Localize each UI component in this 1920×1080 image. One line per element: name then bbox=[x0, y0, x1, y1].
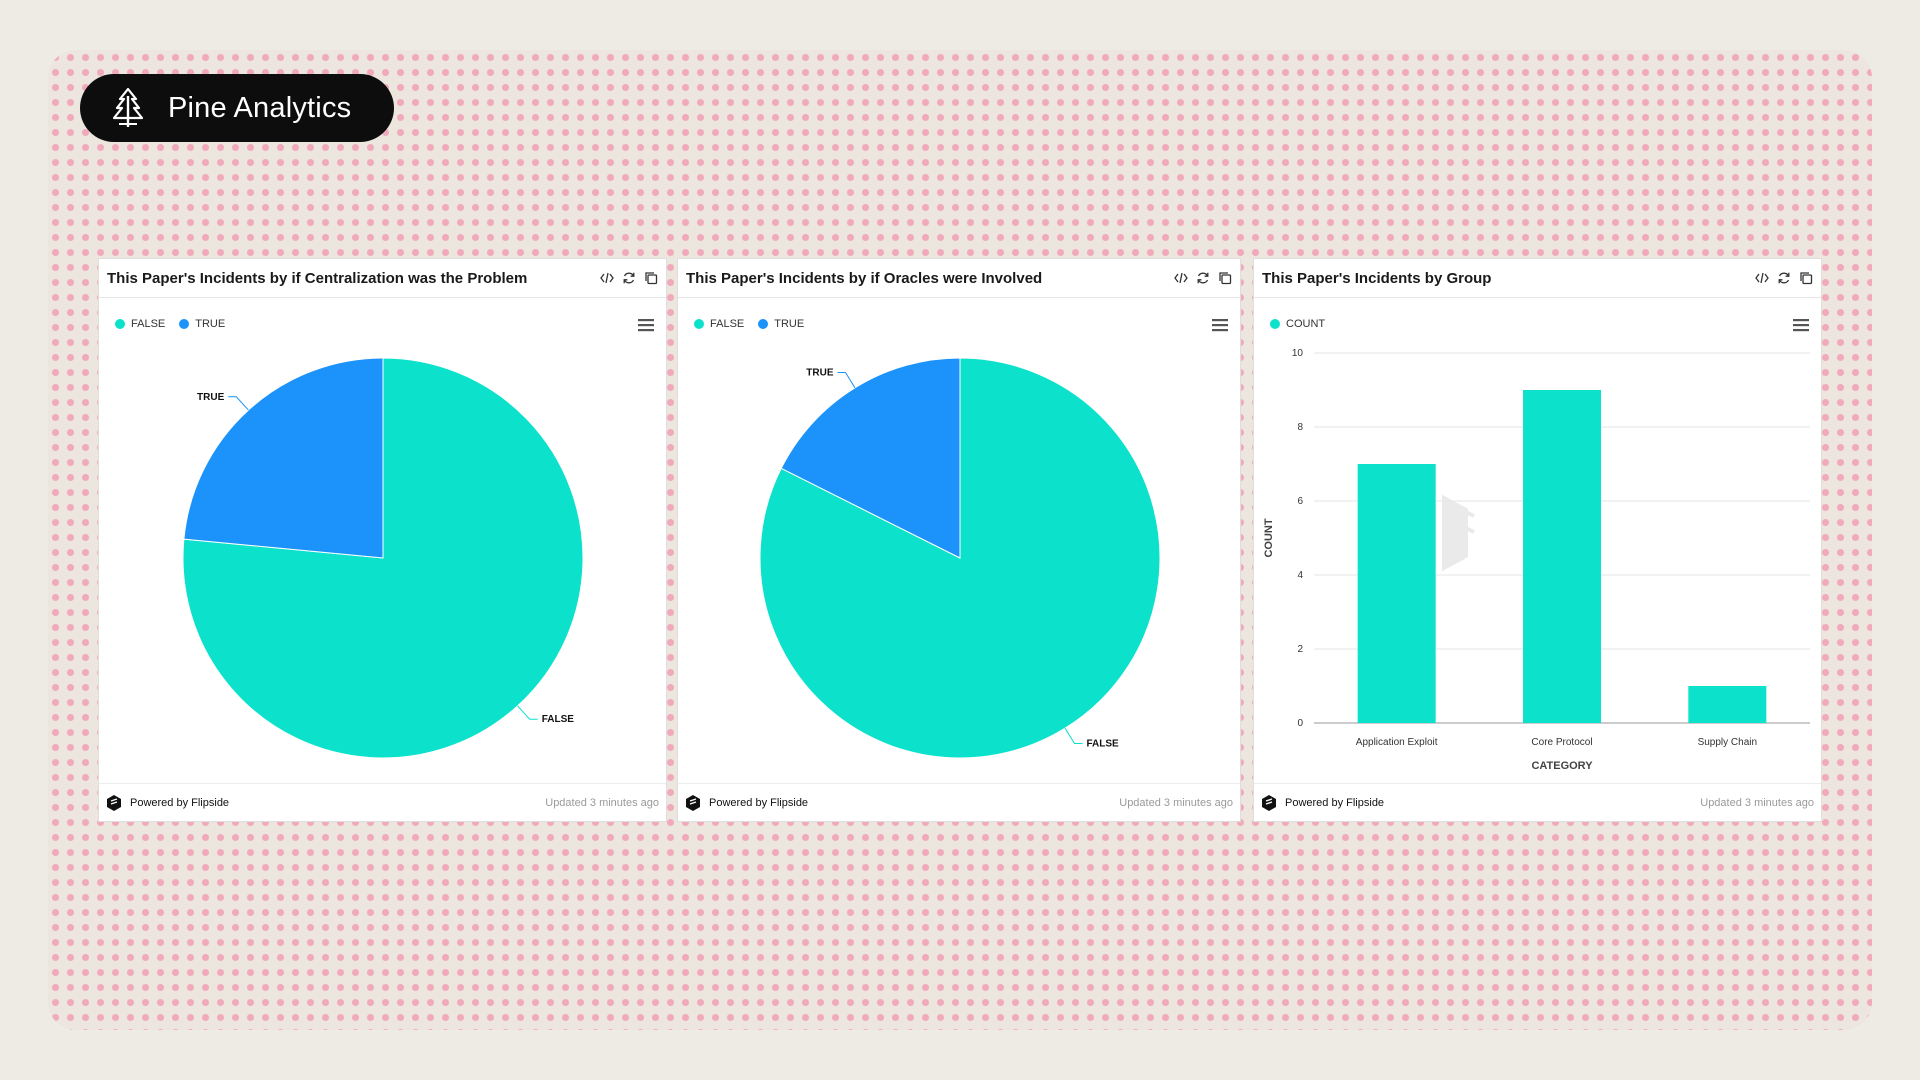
updated-timestamp: Updated 3 minutes ago bbox=[545, 796, 659, 809]
y-tick-label: 4 bbox=[1297, 570, 1303, 581]
bar-core-protocol[interactable] bbox=[1523, 390, 1601, 723]
chart-area: FALSE TRUE FALSE TRUE bbox=[99, 298, 666, 784]
legend-item-true[interactable]: TRUE bbox=[179, 318, 225, 330]
leader-line bbox=[837, 371, 856, 389]
pie-slice-true[interactable] bbox=[780, 357, 961, 559]
bar-supply-chain[interactable] bbox=[1688, 686, 1767, 723]
updated-timestamp: Updated 3 minutes ago bbox=[1119, 796, 1233, 809]
slice-label-false: FALSE bbox=[542, 714, 575, 725]
x-tick-label: Core Protocol bbox=[1531, 737, 1592, 748]
powered-by[interactable]: Powered by Flipside bbox=[1260, 794, 1384, 812]
flipside-logo-icon bbox=[107, 794, 121, 811]
y-tick-label: 8 bbox=[1297, 422, 1303, 433]
copy-icon[interactable] bbox=[1217, 271, 1232, 286]
pie-slice-true[interactable] bbox=[183, 357, 384, 559]
panel-title: This Paper's Incidents by if Centralizat… bbox=[107, 269, 528, 287]
powered-by[interactable]: Powered by Flipside bbox=[684, 794, 808, 812]
centralization-chart-panel: This Paper's Incidents by if Centralizat… bbox=[98, 258, 667, 822]
panel-toolbar bbox=[1173, 271, 1232, 286]
updated-timestamp: Updated 3 minutes ago bbox=[1700, 796, 1814, 809]
chart-legend: FALSE TRUE bbox=[694, 318, 804, 330]
x-tick-label: Application Exploit bbox=[1356, 737, 1438, 748]
slice-label-true: TRUE bbox=[806, 367, 834, 378]
y-tick-label: 6 bbox=[1297, 496, 1303, 507]
panel-header: This Paper's Incidents by if Oracles wer… bbox=[678, 259, 1240, 298]
x-tick-label: Supply Chain bbox=[1698, 737, 1757, 748]
hamburger-menu-icon[interactable] bbox=[1212, 318, 1228, 332]
flipside-logo-icon bbox=[686, 794, 700, 811]
chart-legend: COUNT bbox=[1270, 318, 1325, 330]
hamburger-menu-icon[interactable] bbox=[638, 318, 654, 332]
leader-line bbox=[228, 396, 249, 411]
panel-footer: Powered by Flipside Updated 3 minutes ag… bbox=[678, 783, 1240, 821]
refresh-icon[interactable] bbox=[1776, 271, 1791, 286]
oracles-chart-panel: This Paper's Incidents by if Oracles wer… bbox=[677, 258, 1241, 822]
x-axis-title: CATEGORY bbox=[1531, 760, 1593, 772]
flipside-watermark bbox=[1442, 494, 1475, 572]
legend-item-false[interactable]: FALSE bbox=[694, 318, 744, 330]
copy-icon[interactable] bbox=[643, 271, 658, 286]
copy-icon[interactable] bbox=[1798, 271, 1813, 286]
pine-tree-icon bbox=[112, 87, 144, 127]
code-icon[interactable] bbox=[599, 271, 614, 286]
leader-line bbox=[1064, 727, 1083, 745]
brand-name: Pine Analytics bbox=[168, 91, 352, 124]
panel-title: This Paper's Incidents by Group bbox=[1262, 269, 1492, 287]
y-axis-title: COUNT bbox=[1263, 518, 1275, 557]
legend-item-count[interactable]: COUNT bbox=[1270, 318, 1325, 330]
leader-line bbox=[517, 705, 538, 720]
group-chart-panel: This Paper's Incidents by Group COUNT 0 2… bbox=[1253, 258, 1822, 822]
y-tick-label: 10 bbox=[1292, 348, 1304, 359]
slice-label-true: TRUE bbox=[197, 392, 225, 403]
y-tick-label: 0 bbox=[1297, 718, 1303, 729]
legend-item-true[interactable]: TRUE bbox=[758, 318, 804, 330]
code-icon[interactable] bbox=[1173, 271, 1188, 286]
brand-badge: Pine Analytics bbox=[80, 74, 394, 142]
chart-legend: FALSE TRUE bbox=[115, 318, 225, 330]
panel-toolbar bbox=[599, 271, 658, 286]
panel-header: This Paper's Incidents by if Centralizat… bbox=[99, 259, 666, 298]
pie-chart: FALSE TRUE bbox=[182, 357, 584, 759]
hamburger-menu-icon[interactable] bbox=[1793, 318, 1809, 332]
refresh-icon[interactable] bbox=[621, 271, 636, 286]
legend-item-false[interactable]: FALSE bbox=[115, 318, 165, 330]
slice-label-false: FALSE bbox=[1086, 739, 1119, 750]
panel-title: This Paper's Incidents by if Oracles wer… bbox=[686, 269, 1043, 287]
panel-footer: Powered by Flipside Updated 3 minutes ag… bbox=[1254, 783, 1821, 821]
pie-chart: FALSE TRUE bbox=[759, 357, 1161, 759]
refresh-icon[interactable] bbox=[1195, 271, 1210, 286]
panel-header: This Paper's Incidents by Group bbox=[1254, 259, 1821, 298]
flipside-logo-icon bbox=[1262, 794, 1276, 811]
code-icon[interactable] bbox=[1754, 271, 1769, 286]
bar-application-exploit[interactable] bbox=[1357, 464, 1436, 723]
y-tick-label: 2 bbox=[1297, 644, 1303, 655]
bar-chart: 0 2 4 6 8 10 Application Exploit Core Protocol S… bbox=[1263, 348, 1810, 772]
panel-toolbar bbox=[1754, 271, 1813, 286]
panel-footer: Powered by Flipside Updated 3 minutes ag… bbox=[99, 783, 666, 821]
chart-area: COUNT 0 2 4 6 8 10 Application Exploit Core Pro… bbox=[1254, 298, 1821, 784]
chart-area: FALSE TRUE FALSE TRUE bbox=[678, 298, 1240, 784]
powered-by[interactable]: Powered by Flipside bbox=[105, 794, 229, 812]
